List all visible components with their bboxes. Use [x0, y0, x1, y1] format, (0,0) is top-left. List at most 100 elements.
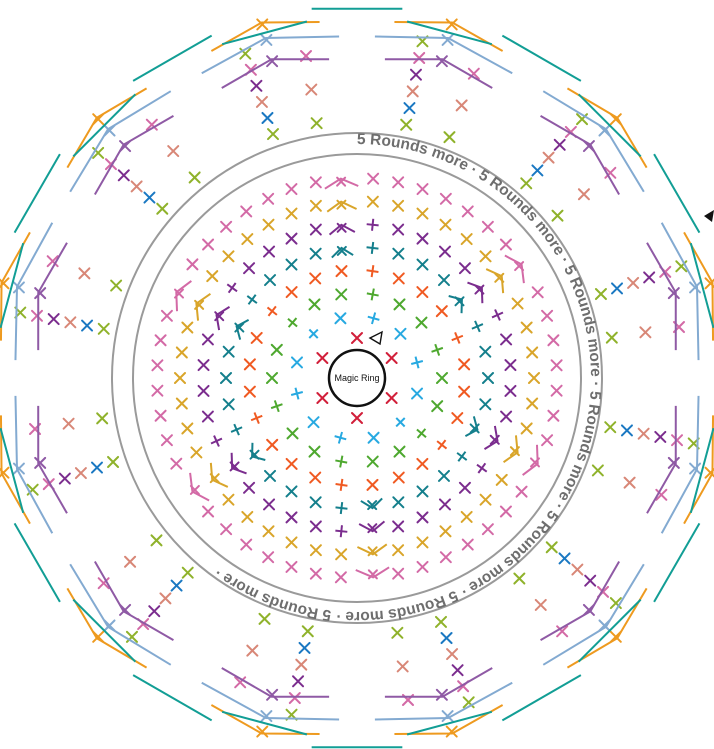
single-crochet-icon: [250, 79, 263, 92]
single-crochet-icon: [12, 281, 25, 294]
single-crochet-icon: [367, 431, 380, 444]
increase-icon: [410, 356, 424, 369]
single-crochet-icon: [479, 493, 492, 506]
single-crochet-icon: [262, 551, 275, 564]
single-crochet-icon: [394, 327, 407, 340]
increase-icon: [366, 288, 379, 301]
single-crochet-icon: [309, 199, 322, 212]
outer-boundary-segment: [72, 598, 137, 663]
single-crochet-icon: [290, 356, 303, 369]
single-crochet-icon: [526, 346, 539, 359]
round-bracket-arc: [374, 35, 513, 75]
single-crochet-icon: [62, 417, 75, 430]
increase-icon: [476, 462, 488, 474]
increase-v-icon: [356, 543, 388, 556]
outer-boundary-segment: [132, 34, 213, 82]
single-crochet-icon: [655, 488, 668, 501]
single-crochet-icon: [391, 626, 404, 639]
single-crochet-icon: [234, 676, 247, 689]
single-crochet-icon: [474, 284, 485, 295]
single-crochet-icon: [515, 485, 528, 498]
single-crochet-icon: [434, 615, 447, 628]
single-crochet-icon: [437, 469, 450, 482]
single-crochet-icon: [637, 427, 650, 440]
single-crochet-icon: [413, 51, 426, 64]
single-crochet-icon: [249, 449, 260, 460]
increase-v-icon: [360, 497, 383, 510]
single-crochet-icon: [58, 472, 71, 485]
single-crochet-icon: [336, 245, 347, 256]
single-crochet-icon: [154, 409, 167, 422]
single-crochet-icon: [285, 457, 298, 470]
single-crochet-icon: [461, 205, 474, 218]
single-crochet-icon: [124, 555, 137, 568]
single-crochet-icon: [261, 111, 274, 124]
increase-v-icon: [175, 280, 192, 312]
single-crochet-icon: [240, 538, 253, 551]
single-crochet-icon: [110, 279, 123, 292]
single-crochet-icon: [556, 625, 569, 638]
single-crochet-icon: [461, 538, 474, 551]
single-crochet-icon: [443, 131, 456, 144]
single-crochet-icon: [12, 462, 25, 475]
single-crochet-icon: [439, 192, 452, 205]
increase-icon: [230, 423, 243, 436]
single-crochet-icon: [222, 398, 235, 411]
single-crochet-icon: [558, 552, 571, 565]
single-crochet-icon: [542, 151, 555, 164]
outer-boundary-segment: [406, 20, 493, 46]
single-crochet-icon: [366, 195, 379, 208]
single-crochet-icon: [285, 207, 298, 220]
single-crochet-icon: [547, 334, 560, 347]
increase-v-icon: [331, 246, 354, 259]
single-crochet-icon: [309, 176, 322, 189]
single-crochet-icon: [159, 592, 172, 605]
single-crochet-icon: [416, 258, 429, 271]
single-crochet-icon: [385, 392, 398, 404]
single-crochet-icon: [393, 445, 406, 458]
single-crochet-icon: [336, 199, 347, 210]
round-bracket-arc: [37, 405, 68, 514]
single-crochet-icon: [97, 322, 110, 335]
single-crochet-icon: [528, 372, 540, 384]
single-crochet-icon: [96, 412, 109, 425]
single-crochet-icon: [189, 484, 200, 495]
single-crochet-icon: [47, 313, 60, 326]
single-crochet-icon: [334, 312, 347, 325]
single-crochet-icon: [392, 544, 405, 557]
single-crochet-icon: [467, 67, 480, 80]
single-crochet-icon: [643, 271, 656, 284]
single-crochet-icon: [553, 138, 566, 151]
increase-icon: [366, 241, 379, 254]
increase-icon: [210, 435, 223, 447]
single-crochet-icon: [479, 250, 492, 263]
single-crochet-icon: [500, 333, 513, 346]
single-crochet-icon: [170, 457, 183, 470]
single-crochet-icon: [119, 140, 132, 153]
single-crochet-icon: [143, 191, 156, 204]
single-crochet-icon: [551, 209, 564, 222]
single-crochet-icon: [81, 319, 94, 332]
increase-icon: [366, 218, 379, 231]
single-crochet-icon: [0, 277, 10, 290]
single-crochet-icon: [220, 372, 232, 384]
single-crochet-icon: [309, 247, 322, 260]
single-crochet-icon: [220, 220, 233, 233]
single-crochet-icon: [130, 180, 143, 193]
band-repeat-text: 5 Rounds more · 5 Rounds more · 5 Rounds…: [211, 131, 604, 625]
single-crochet-icon: [396, 660, 409, 673]
single-crochet-icon: [366, 478, 379, 491]
single-crochet-icon: [499, 238, 512, 251]
single-crochet-icon: [441, 710, 454, 723]
single-crochet-icon: [481, 220, 494, 233]
single-crochet-icon: [197, 359, 210, 372]
single-crochet-icon: [175, 397, 188, 410]
single-crochet-icon: [241, 233, 254, 246]
outer-boundary-segment: [653, 522, 701, 603]
single-crochet-icon: [310, 117, 323, 130]
single-crochet-icon: [392, 567, 405, 580]
single-crochet-icon: [367, 569, 378, 580]
single-crochet-icon: [500, 410, 513, 423]
single-crochet-icon: [334, 571, 347, 584]
